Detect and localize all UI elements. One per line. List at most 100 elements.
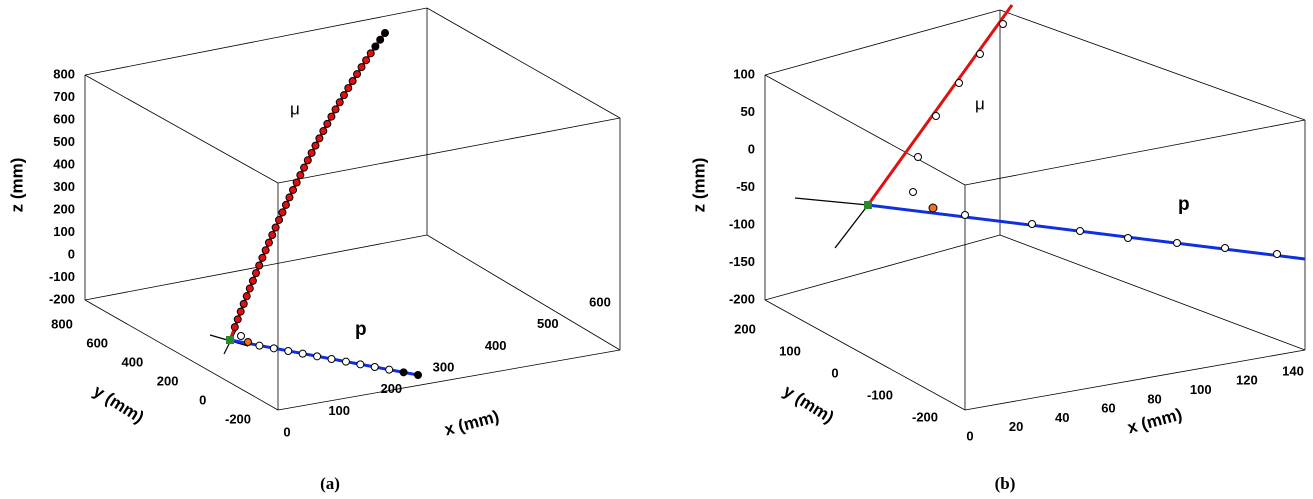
x-tick-label: 100 bbox=[328, 403, 350, 418]
hit bbox=[339, 91, 348, 100]
x-tick-label: 120 bbox=[1236, 373, 1258, 388]
hit bbox=[252, 269, 261, 278]
hit bbox=[335, 98, 344, 107]
hit bbox=[269, 344, 278, 353]
hit bbox=[331, 105, 340, 114]
z-tick-label: -200 bbox=[729, 291, 755, 306]
tracks-a bbox=[209, 32, 419, 377]
particle-label: p bbox=[1178, 194, 1190, 215]
hit bbox=[311, 141, 320, 150]
hit bbox=[271, 223, 280, 232]
hit bbox=[233, 315, 242, 324]
x-tick-label: 40 bbox=[1055, 410, 1069, 425]
hit bbox=[353, 70, 362, 79]
z-tick-label: -150 bbox=[729, 254, 755, 269]
hit bbox=[315, 134, 324, 143]
hit bbox=[292, 178, 301, 187]
hit bbox=[371, 42, 380, 51]
panel-label: (a) bbox=[320, 474, 340, 493]
hit bbox=[344, 84, 353, 93]
x-tick-label: 500 bbox=[537, 316, 559, 331]
panel-label: (b) bbox=[995, 474, 1016, 493]
hit bbox=[236, 307, 245, 316]
x-tick-label: 60 bbox=[1101, 401, 1115, 416]
hit bbox=[230, 323, 239, 332]
hit bbox=[1273, 250, 1281, 258]
z-tick-label: 50 bbox=[741, 104, 755, 119]
hit bbox=[348, 77, 357, 86]
hit bbox=[245, 284, 254, 293]
hit bbox=[255, 341, 264, 350]
box-a bbox=[84, 7, 621, 411]
hit bbox=[1076, 227, 1084, 235]
particle-label: μ bbox=[290, 99, 300, 118]
y-tick-label: 200 bbox=[157, 373, 179, 388]
hit bbox=[300, 163, 309, 172]
hit bbox=[307, 148, 316, 157]
tracks-b bbox=[794, 4, 1306, 261]
hit bbox=[284, 347, 293, 355]
z-tick-label: 600 bbox=[53, 111, 75, 126]
x-tick-label: 300 bbox=[433, 359, 455, 374]
particle-label: p bbox=[355, 319, 367, 340]
z-tick-label: 400 bbox=[53, 156, 75, 171]
hit bbox=[242, 292, 251, 301]
z-tick-label: -100 bbox=[729, 216, 755, 231]
z-tick-label: -200 bbox=[49, 291, 75, 306]
x-tick-label: 20 bbox=[1009, 419, 1023, 434]
box-b bbox=[764, 9, 1306, 411]
hit bbox=[366, 49, 375, 58]
y-tick-label: 600 bbox=[86, 335, 108, 350]
hit bbox=[356, 360, 365, 369]
hit bbox=[323, 119, 332, 128]
hit bbox=[248, 276, 257, 285]
hit bbox=[261, 246, 270, 255]
hit bbox=[255, 261, 264, 270]
y-tick-label: 200 bbox=[734, 321, 756, 336]
x-tick-label: 0 bbox=[966, 428, 973, 443]
z-tick-label: 200 bbox=[53, 201, 75, 216]
x-tick-label: 400 bbox=[485, 338, 507, 353]
hit bbox=[370, 363, 379, 371]
z-tick-label: 300 bbox=[53, 179, 75, 194]
hit bbox=[327, 112, 336, 121]
y-tick-label: 0 bbox=[831, 365, 838, 380]
hit bbox=[357, 63, 366, 72]
hit bbox=[258, 253, 267, 262]
z-tick-label: 700 bbox=[53, 89, 75, 104]
hit bbox=[281, 200, 290, 209]
z-tick-label: 0 bbox=[68, 246, 75, 261]
hit bbox=[961, 211, 969, 219]
z-tick-label: 500 bbox=[53, 134, 75, 149]
x-tick-label: 100 bbox=[1190, 382, 1212, 397]
z-tick-label: -50 bbox=[736, 179, 755, 194]
x-axis-title: x (mm) bbox=[1125, 405, 1184, 438]
hit bbox=[268, 231, 277, 240]
particle-label: μ bbox=[975, 94, 985, 113]
hit bbox=[289, 185, 298, 194]
hit bbox=[303, 156, 312, 165]
hit bbox=[278, 208, 287, 217]
hit bbox=[275, 215, 284, 224]
z-axis-title: z (mm) bbox=[7, 158, 26, 213]
z-tick-label: 100 bbox=[53, 224, 75, 239]
hit bbox=[376, 35, 385, 44]
hit bbox=[285, 193, 294, 202]
z-axis-title: z (mm) bbox=[689, 158, 708, 213]
hit bbox=[1124, 234, 1132, 242]
hit bbox=[327, 355, 336, 363]
x-tick-label: 140 bbox=[1282, 363, 1304, 378]
y-axis-title: y (mm) bbox=[780, 381, 837, 427]
hit bbox=[1028, 220, 1036, 228]
hit bbox=[385, 365, 394, 374]
z-tick-label: 0 bbox=[748, 141, 755, 156]
hit bbox=[313, 352, 322, 361]
z-tick-label: 800 bbox=[53, 66, 75, 81]
hit bbox=[239, 299, 248, 308]
y-tick-label: -200 bbox=[225, 411, 251, 426]
z-tick-label: -100 bbox=[49, 269, 75, 284]
x-axis-title: x (mm) bbox=[442, 407, 501, 440]
y-tick-label: -100 bbox=[867, 387, 893, 402]
hit bbox=[341, 357, 350, 366]
